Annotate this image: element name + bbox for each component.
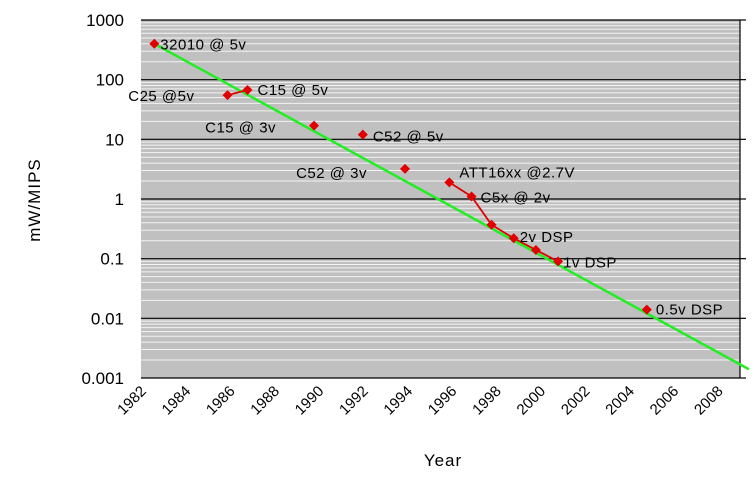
data-point-marker — [222, 90, 233, 101]
x-tick-label: 1992 — [336, 383, 372, 419]
data-point-label: ATT16xx @2.7V — [459, 164, 575, 181]
y-tick-labels: 1000 100 10 1 0.1 0.01 0.001 — [81, 11, 124, 388]
trend-line — [153, 42, 750, 371]
y-tick-label: 0.1 — [100, 250, 124, 269]
series-segment — [491, 223, 515, 240]
data-point-marker — [508, 233, 519, 244]
x-tick-label: 1996 — [425, 383, 461, 419]
series-segment — [535, 249, 559, 263]
data-point-marker — [444, 177, 455, 188]
data-point-label: 1v DSP — [563, 254, 617, 271]
data-point-label: C15 @ 3v — [205, 120, 276, 137]
data-point-label: C5x @ 2v — [481, 190, 551, 207]
data-point-marker — [309, 120, 320, 131]
series-segment — [513, 237, 537, 251]
trend-line-segment — [153, 42, 750, 371]
x-tick-label: 2002 — [558, 383, 594, 419]
x-tick-label: 2008 — [691, 383, 727, 419]
x-tick-label: 1994 — [380, 383, 416, 419]
data-point-marker — [486, 219, 497, 230]
data-series — [149, 38, 652, 315]
x-tick-label: 2006 — [647, 383, 683, 419]
data-point-label: C52 @ 5v — [373, 129, 444, 146]
data-point-marker — [553, 256, 564, 267]
y-tick-label: 1000 — [86, 11, 124, 30]
y-tick-label: 100 — [96, 71, 124, 90]
major-gridlines — [141, 19, 740, 379]
x-tick-labels: 1982 1984 1986 1988 1990 1992 1994 1996 1998 2000… — [114, 383, 726, 419]
x-tick-label: 1988 — [247, 383, 283, 419]
data-point-label: C15 @ 5v — [257, 82, 328, 99]
x-tick-label: 2004 — [602, 383, 638, 419]
data-point-marker — [466, 191, 477, 202]
x-tick-label: 1982 — [114, 383, 150, 419]
y-tick-label: 0.001 — [81, 369, 124, 388]
data-point-marker — [400, 163, 411, 174]
x-tick-label: 1990 — [292, 383, 328, 419]
x-axis-title: Year — [424, 451, 462, 470]
data-point-marker — [357, 129, 368, 140]
data-point-label: C52 @ 3v — [296, 165, 367, 182]
x-tick-label: 1984 — [159, 383, 195, 419]
data-point-marker — [149, 38, 160, 49]
data-point-marker — [242, 85, 253, 96]
data-point-marker — [641, 304, 652, 315]
minor-gridlines — [141, 22, 740, 361]
y-tick-label: 0.01 — [91, 309, 124, 328]
data-point-label: 2v DSP — [520, 229, 574, 246]
x-tick-label: 1986 — [203, 383, 239, 419]
x-tick-label: 1998 — [469, 383, 505, 419]
point-labels: 32010 @ 5v C25 @5v C15 @ 5v C15 @ 3v C52 @ 5… — [128, 37, 723, 319]
series-segment — [448, 181, 473, 198]
series-segment — [470, 196, 493, 226]
right-axis — [739, 19, 746, 379]
y-axis-title: mW/MIPS — [25, 158, 44, 242]
y-tick-label: 1 — [115, 190, 124, 209]
data-point-label: C25 @5v — [128, 88, 194, 105]
x-tick-label: 2000 — [514, 383, 550, 419]
y-tick-label: 10 — [105, 130, 124, 149]
data-point-label: 0.5v DSP — [656, 302, 723, 319]
data-point-marker — [530, 244, 541, 255]
data-point-label: 32010 @ 5v — [160, 37, 246, 54]
